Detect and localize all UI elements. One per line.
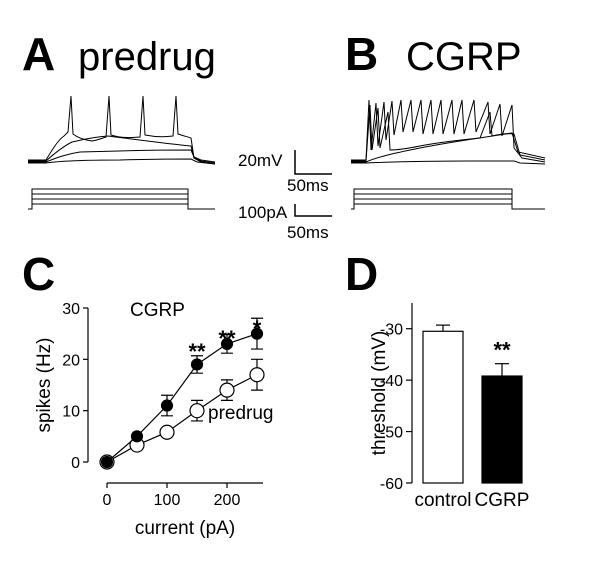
panel-d-letter: D [345,248,378,300]
panel-a-title: predrug [78,35,216,79]
x-axis-title: current (pA) [135,518,235,539]
x-category-label: CGRP [475,490,530,511]
current-steps-predrug [28,188,215,210]
panel-a-letter: A [22,28,55,80]
y-tick-label: 30 [62,301,80,318]
series-line [106,333,258,463]
bar [422,330,464,484]
y-tick-label: -50 [380,425,403,442]
scale-bar-current [294,204,332,217]
significance-stars: * [253,316,262,341]
data-point [160,399,174,412]
data-point [100,455,114,469]
data-point [219,382,235,398]
panel-b-letter: B [345,28,378,80]
significance-stars: ** [493,338,511,363]
panel-b-title: CGRP [406,35,522,79]
chart-d: -30 -40 -50 -60 threshold (mV) control CGRP ** [369,303,529,511]
data-point [159,424,175,440]
scale-bar-voltage-label: 20mV [238,151,283,170]
panel-c-letter: C [22,248,55,300]
voltage-traces-predrug [28,95,216,165]
chart-c: 0 10 20 30 0 100 200 current (pA) spikes (Hz) CGR… [34,300,274,539]
y-axis-title: spikes (Hz) [34,337,55,432]
y-tick-label: -30 [380,322,403,339]
x-category-label: control [414,490,471,511]
scale-bar-current-label: 100pA [238,203,288,222]
data-point [249,367,265,383]
y-tick-label: 10 [62,404,80,421]
current-steps-cgrp [351,188,545,210]
bar [481,375,523,484]
y-axis-title: threshold (mV) [369,331,390,456]
y-tick-label: 20 [62,352,80,369]
scale-bar-voltage [294,150,332,175]
series-label: predrug [208,403,274,424]
significance-stars: ** [188,339,206,364]
y-tick-label: -60 [380,476,403,493]
scale-bar-time-label-top: 50ms [287,176,329,195]
data-point [250,327,264,340]
data-point [130,430,144,443]
scale-bar-time-label-bottom: 50ms [287,223,329,242]
x-tick-label: 200 [214,492,241,509]
data-point [190,358,204,371]
y-tick-label: -40 [380,373,403,390]
data-point [189,403,205,419]
data-point [220,337,234,351]
voltage-traces-cgrp [351,99,546,165]
significance-stars: ** [218,326,236,351]
x-tick-label: 100 [154,492,181,509]
y-tick-label: 0 [71,455,80,472]
x-tick-label: 0 [103,492,112,509]
series-label: CGRP [130,300,185,321]
